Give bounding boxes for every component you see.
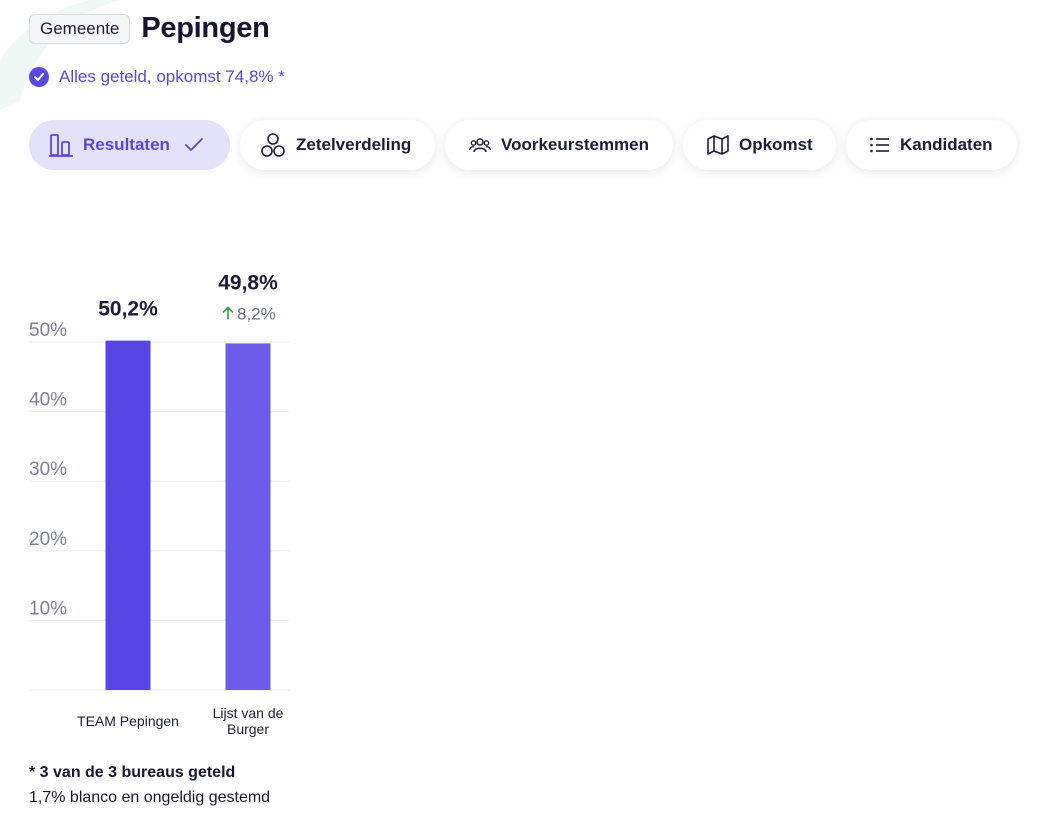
x-category-label: Lijst van de Burger (213, 705, 284, 737)
count-status-text: Alles geteld, opkomst 74,8% * (59, 67, 285, 86)
tab-label: Voorkeurstemmen (501, 135, 650, 154)
x-category-label: TEAM Pepingen (77, 713, 179, 729)
list-icon (870, 137, 890, 153)
y-tick-label: 10% (29, 598, 67, 619)
bar-value-label: 50,2% (98, 298, 158, 321)
page-title: Pepingen (141, 12, 270, 44)
blanco-note: 1,7% blanco en ongeldig gestemd (29, 789, 271, 806)
municipality-badge: Gemeente (29, 13, 131, 44)
check-circle-icon (29, 67, 49, 87)
y-tick-label: 30% (29, 459, 67, 480)
tab-resultaten[interactable]: Resultaten (29, 120, 230, 170)
bar (105, 340, 151, 690)
y-tick-label: 40% (29, 390, 67, 411)
tab-label: Zetelverdeling (296, 135, 412, 154)
map-icon (707, 135, 729, 155)
y-tick-label: 50% (29, 320, 67, 341)
bar-value-label: 49,8% (218, 271, 278, 294)
y-tick-label: 20% (29, 529, 67, 550)
circles-icon (260, 132, 286, 158)
count-status: Alles geteld, opkomst 74,8% * (29, 67, 285, 87)
tab-opkomst[interactable]: Opkomst (683, 120, 836, 170)
footnotes: * 3 van de 3 bureaus geteld 1,7% blanco … (29, 764, 270, 807)
bar-change-label: 8,2% (237, 304, 276, 323)
bureaus-note: * 3 van de 3 bureaus geteld (29, 764, 236, 781)
tab-label: Resultaten (83, 135, 170, 154)
bar (225, 343, 271, 690)
results-chart-svg: 10% 20% 30% 40% 50% 50,2% 49,8% 8,2% TEAM Peping… (29, 271, 290, 737)
result-tabs: Resultaten Zetelverdeling Voorkeurstemme… (29, 120, 1027, 170)
bar-chart-icon (49, 133, 73, 157)
page-header: Gemeente Pepingen (29, 12, 270, 45)
tab-kandidaten[interactable]: Kandidaten (846, 120, 1017, 170)
tab-zetelverdeling[interactable]: Zetelverdeling (240, 120, 435, 170)
people-icon (469, 136, 491, 154)
checkmark-icon (184, 137, 204, 153)
tab-label: Opkomst (739, 135, 813, 154)
up-arrow-icon (222, 306, 234, 320)
tab-label: Kandidaten (900, 135, 993, 154)
results-chart: 10% 20% 30% 40% 50% 50,2% 49,8% 8,2% TEAM Peping… (0, 270, 320, 750)
tab-voorkeurstemmen[interactable]: Voorkeurstemmen (445, 120, 673, 170)
